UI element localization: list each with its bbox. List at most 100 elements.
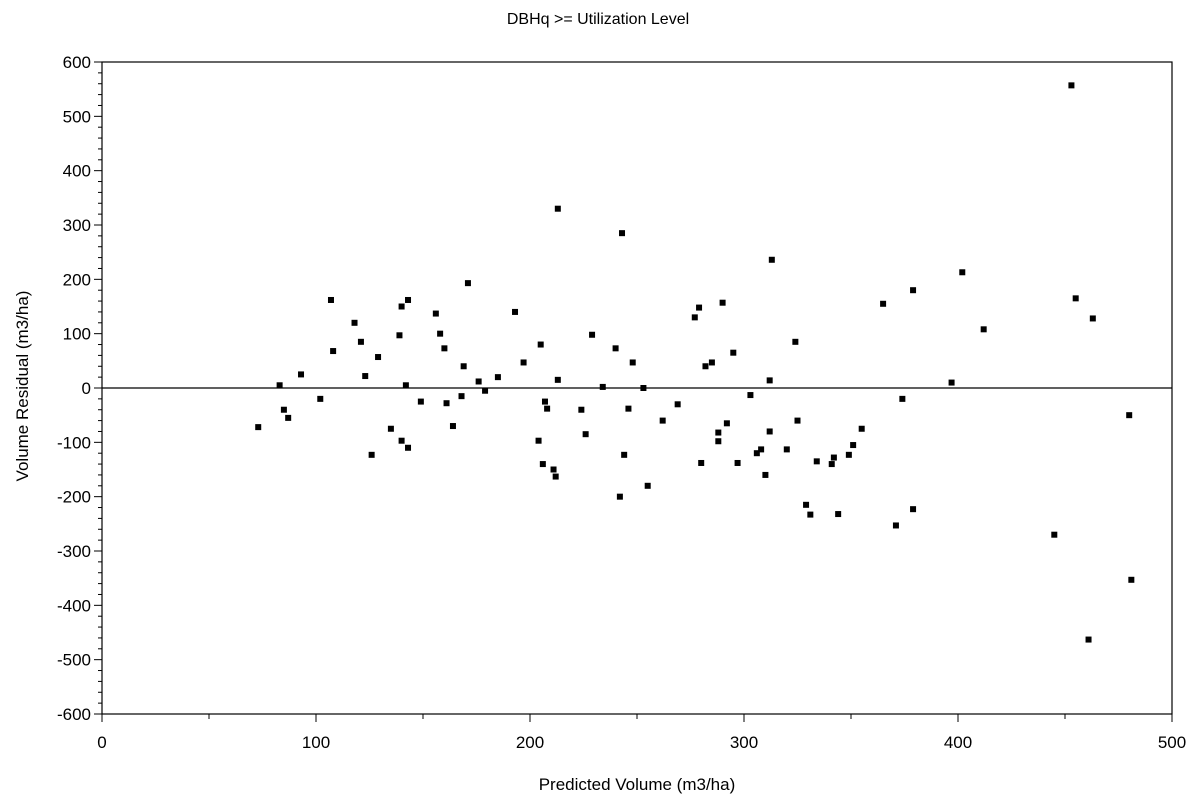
data-point: [582, 431, 589, 438]
chart-title: DBHq >= Utilization Level: [507, 11, 689, 28]
data-point: [368, 451, 375, 458]
data-point: [351, 319, 358, 326]
x-axis-label: Predicted Volume (m3/ha): [539, 775, 736, 794]
data-point: [1126, 412, 1133, 419]
data-point: [1051, 531, 1058, 538]
data-point: [285, 414, 292, 421]
data-point: [327, 296, 334, 303]
data-point: [1128, 576, 1135, 583]
data-point: [398, 303, 405, 310]
data-point: [629, 359, 636, 366]
data-point: [475, 378, 482, 385]
data-point: [458, 393, 465, 400]
data-point: [830, 454, 837, 461]
data-point: [702, 363, 709, 370]
y-tick-label: -300: [57, 542, 91, 561]
data-point: [599, 383, 606, 390]
y-tick-label: 100: [63, 325, 91, 344]
data-point: [691, 314, 698, 321]
data-point: [396, 332, 403, 339]
data-point: [723, 420, 730, 427]
data-point: [758, 446, 765, 453]
data-point: [783, 446, 790, 453]
data-point: [255, 424, 262, 431]
data-point: [910, 506, 917, 513]
y-tick-label: 300: [63, 216, 91, 235]
data-point: [544, 405, 551, 412]
data-point: [405, 296, 412, 303]
data-point: [464, 280, 471, 287]
data-point: [1089, 315, 1096, 322]
data-point: [892, 522, 899, 529]
data-point: [539, 461, 546, 468]
data-point: [621, 451, 628, 458]
data-point: [554, 376, 561, 383]
data-point: [1068, 82, 1075, 89]
y-tick-label: 0: [82, 379, 91, 398]
data-point: [640, 385, 647, 391]
data-point: [387, 425, 394, 432]
data-point: [948, 379, 955, 386]
axes-layer: 0 100 200 300 400 500 -600 -500 -400 -300 -200 -100…: [57, 53, 1186, 752]
data-point: [375, 354, 382, 361]
data-point: [768, 256, 775, 263]
data-point: [417, 398, 424, 405]
data-point: [330, 348, 337, 355]
data-point: [437, 330, 444, 337]
data-point: [762, 471, 769, 478]
data-point: [858, 425, 865, 432]
data-point: [659, 417, 666, 424]
x-tick-label: 200: [516, 733, 544, 752]
data-point: [715, 438, 722, 445]
data-point: [813, 458, 820, 465]
data-point: [357, 338, 364, 345]
data-point: [845, 451, 852, 458]
x-tick-label: 400: [944, 733, 972, 752]
data-point: [541, 398, 548, 405]
data-point: [512, 308, 519, 315]
data-point: [980, 326, 987, 333]
x-tick-label: 100: [302, 733, 330, 752]
data-point: [619, 230, 626, 237]
data-point: [482, 387, 489, 394]
data-point: [734, 459, 741, 466]
data-point: [753, 450, 760, 457]
data-point: [616, 493, 623, 500]
data-point: [644, 482, 651, 489]
y-tick-label: -500: [57, 651, 91, 670]
data-point: [537, 341, 544, 348]
data-point: [460, 363, 467, 370]
x-tick-label: 500: [1158, 733, 1186, 752]
y-tick-label: 200: [63, 270, 91, 289]
data-point: [298, 371, 305, 378]
data-point: [959, 269, 966, 276]
data-point: [730, 349, 737, 356]
data-point: [766, 428, 773, 435]
data-point: [625, 405, 632, 412]
y-tick-label: 400: [63, 162, 91, 181]
data-point: [552, 473, 559, 480]
data-point: [398, 437, 405, 444]
data-point: [807, 511, 814, 518]
data-point: [441, 345, 448, 352]
data-point: [696, 304, 703, 311]
data-point: [1072, 295, 1079, 302]
data-point: [612, 345, 619, 352]
data-point: [554, 205, 561, 212]
data-point: [792, 338, 799, 345]
data-point: [674, 401, 681, 408]
data-point: [443, 400, 450, 407]
data-point: [362, 373, 369, 380]
data-point: [432, 310, 439, 317]
data-point: [766, 377, 773, 384]
data-point: [715, 429, 722, 436]
data-point: [880, 300, 887, 307]
y-tick-label: -100: [57, 433, 91, 452]
data-point: [794, 417, 801, 424]
data-point: [708, 359, 715, 366]
data-point: [803, 501, 810, 508]
data-point: [280, 406, 287, 413]
data-point: [578, 406, 585, 413]
